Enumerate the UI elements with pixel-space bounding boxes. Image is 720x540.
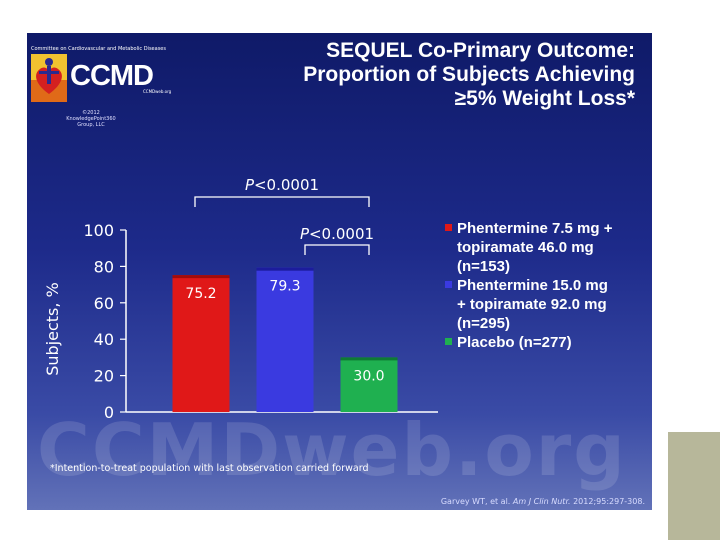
significance-label-2: P<0.0001 — [300, 225, 374, 243]
logo-acronym: CCMD — [70, 60, 154, 92]
bar-value-label-2: 79.3 — [269, 279, 300, 295]
citation-authors: Garvey WT, et al. — [440, 497, 511, 506]
chart-legend: Phentermine 7.5 mg + topiramate 46.0 mg … — [445, 219, 650, 352]
significance-label-2-value: <0.0001 — [309, 225, 374, 243]
legend-item-1: Phentermine 7.5 mg + topiramate 46.0 mg … — [445, 219, 650, 276]
bar-3 — [340, 357, 398, 412]
significance-bracket-1 — [194, 196, 370, 207]
significance-bracket-2 — [304, 244, 370, 255]
logo-heart-figure-icon — [31, 54, 67, 102]
citation-journal: Am J Clin Nutr. — [512, 497, 571, 506]
y-tick-label-60: 60 — [94, 294, 114, 313]
bar-2-top-edge — [256, 267, 314, 271]
legend-swatch-red — [445, 224, 452, 231]
title-line-2: Proportion of Subjects Achieving — [303, 63, 635, 86]
logo-site: CCMDweb.org — [143, 89, 172, 94]
legend-item-1-line-1: Phentermine 7.5 mg + — [457, 220, 613, 237]
legend-item-3-line-1: Placebo (n=277) — [457, 334, 572, 351]
slide-title: SEQUEL Co-Primary Outcome: Proportion of… — [207, 39, 635, 111]
legend-item-2-line-3: (n=295) — [457, 315, 510, 332]
citation: Garvey WT, et al. Am J Clin Nutr. 2012;9… — [441, 497, 645, 506]
logo-copyright: ©2012 KnowledgePoint360 Group, LLC — [66, 110, 116, 128]
significance-label-1-p: P — [245, 176, 255, 194]
legend-item-2: Phentermine 15.0 mg + topiramate 92.0 mg… — [445, 276, 650, 333]
legend-item-2-line-2: + topiramate 92.0 mg — [457, 296, 607, 313]
legend-swatch-green — [445, 338, 452, 345]
legend-item-2-line-1: Phentermine 15.0 mg — [457, 277, 608, 294]
y-tick-label-80: 80 — [94, 257, 114, 276]
significance-label-1: P<0.0001 — [245, 176, 319, 194]
bar-1-top-edge — [172, 275, 230, 279]
ccmd-logo: Committee on Cardiovascular and Metaboli… — [31, 46, 181, 146]
y-tick-label-20: 20 — [94, 367, 114, 386]
legend-item-1-line-2: topiramate 46.0 mg — [457, 239, 594, 256]
significance-label-2-p: P — [300, 225, 310, 243]
legend-item-1-line-3: (n=153) — [457, 258, 510, 275]
legend-swatch-blue — [445, 281, 452, 288]
logo-org-name: Committee on Cardiovascular and Metaboli… — [31, 46, 166, 52]
title-line-1: SEQUEL Co-Primary Outcome: — [326, 39, 635, 62]
citation-details: 2012;95:297-308. — [573, 497, 645, 506]
bar-value-label-1: 75.2 — [185, 286, 216, 302]
bar-1 — [172, 275, 230, 412]
y-tick-label-0: 0 — [104, 403, 114, 422]
bar-2 — [256, 267, 314, 412]
y-axis-label: Subjects, % — [43, 282, 62, 376]
corner-accent-block — [668, 432, 720, 540]
y-tick-label-100: 100 — [83, 221, 114, 240]
title-line-3: ≥5% Weight Loss* — [454, 87, 635, 110]
bar-value-label-3: 30.0 — [353, 368, 384, 384]
significance-label-1-value: <0.0001 — [254, 176, 319, 194]
legend-item-3: Placebo (n=277) — [445, 333, 650, 352]
slide: CCMDweb.org Committee on Cardiovascular … — [27, 33, 652, 510]
footnote: *Intention-to-treat population with last… — [50, 463, 369, 474]
y-tick-label-40: 40 — [94, 330, 114, 349]
watermark-text: CCMDweb.org — [37, 408, 627, 492]
bar-3-top-edge — [340, 357, 398, 361]
